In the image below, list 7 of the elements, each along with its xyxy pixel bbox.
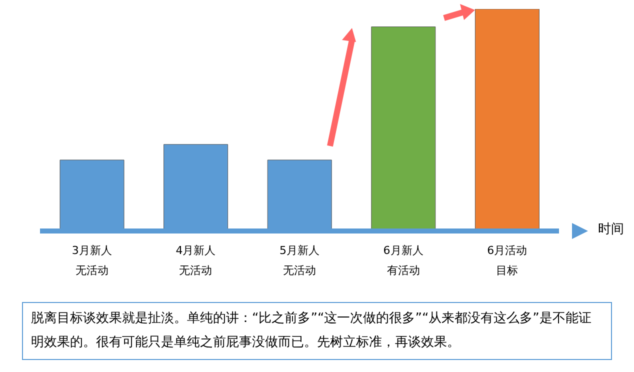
x-tick-label: 3月新人无活动: [70, 243, 113, 279]
x-tick-label: 4月新人无活动: [174, 243, 217, 279]
x-axis-title: 时间: [598, 221, 624, 238]
x-tick-label: 6月新人有活动: [382, 243, 424, 279]
x-tick-label: 6月活动目标: [486, 243, 528, 279]
text: 脱离目标谈效果就是扯淡。单纯的讲：“比之前多”“这一次做的很多”“从来都没有这么多”是不能证明效果的。很有可能只是单纯之前屁事没做而已。先树立标准，再谈效果。: [31, 311, 592, 350]
x-tick-label: 5月新人无活动: [278, 243, 320, 279]
